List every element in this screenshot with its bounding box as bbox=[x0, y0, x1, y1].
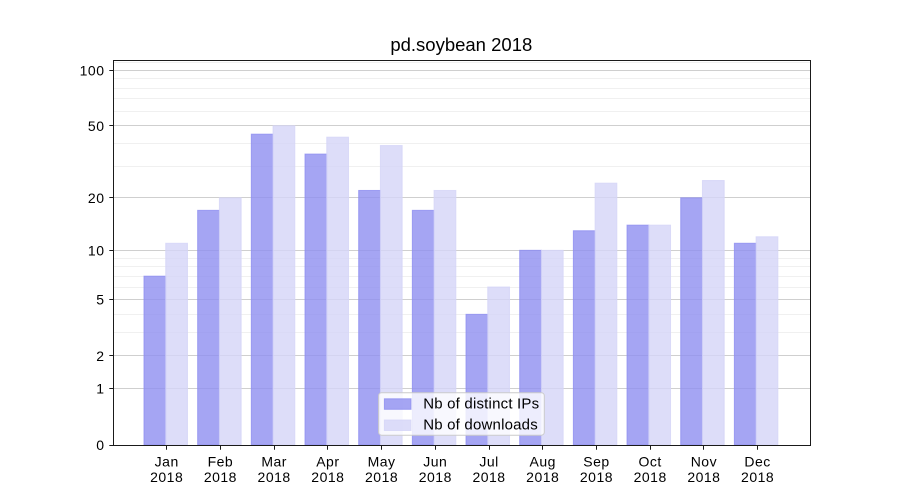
svg-text:50: 50 bbox=[88, 118, 105, 134]
svg-text:Oct: Oct bbox=[639, 454, 662, 470]
svg-text:May: May bbox=[368, 454, 396, 470]
svg-text:Dec: Dec bbox=[744, 454, 770, 470]
svg-text:10: 10 bbox=[88, 242, 105, 258]
svg-text:Jul: Jul bbox=[479, 454, 498, 470]
svg-text:Nov: Nov bbox=[691, 454, 717, 470]
svg-text:5: 5 bbox=[96, 292, 104, 308]
svg-text:pd.soybean 2018: pd.soybean 2018 bbox=[390, 34, 532, 55]
svg-text:0: 0 bbox=[96, 437, 104, 453]
svg-text:Apr: Apr bbox=[316, 454, 339, 470]
svg-text:2018: 2018 bbox=[526, 469, 559, 485]
svg-text:2018: 2018 bbox=[741, 469, 774, 485]
svg-text:20: 20 bbox=[88, 190, 105, 206]
svg-text:2018: 2018 bbox=[472, 469, 505, 485]
svg-text:2018: 2018 bbox=[258, 469, 291, 485]
svg-text:Sep: Sep bbox=[583, 454, 609, 470]
svg-text:2018: 2018 bbox=[150, 469, 183, 485]
svg-text:2018: 2018 bbox=[365, 469, 398, 485]
svg-text:2018: 2018 bbox=[419, 469, 452, 485]
svg-text:1: 1 bbox=[96, 381, 104, 397]
svg-text:2018: 2018 bbox=[687, 469, 720, 485]
svg-text:100: 100 bbox=[80, 62, 105, 78]
svg-text:Jan: Jan bbox=[155, 454, 179, 470]
svg-text:Aug: Aug bbox=[530, 454, 556, 470]
svg-text:Nb of distinct IPs: Nb of distinct IPs bbox=[423, 395, 539, 412]
svg-text:2018: 2018 bbox=[204, 469, 237, 485]
svg-text:2018: 2018 bbox=[311, 469, 344, 485]
svg-text:2018: 2018 bbox=[580, 469, 613, 485]
svg-text:Jun: Jun bbox=[423, 454, 447, 470]
svg-text:Mar: Mar bbox=[261, 454, 287, 470]
svg-text:2018: 2018 bbox=[634, 469, 667, 485]
svg-text:Nb of downloads: Nb of downloads bbox=[423, 417, 538, 434]
svg-text:2: 2 bbox=[96, 348, 104, 364]
svg-text:Feb: Feb bbox=[208, 454, 234, 470]
